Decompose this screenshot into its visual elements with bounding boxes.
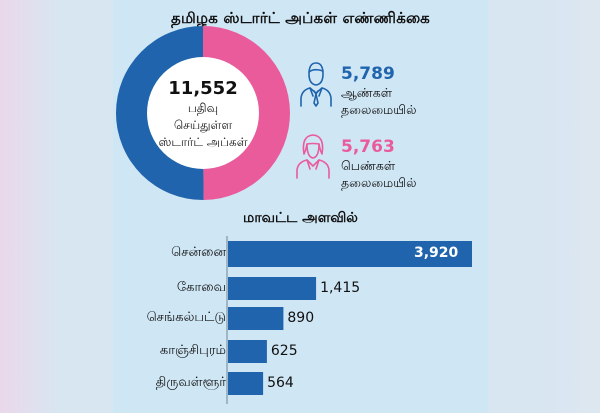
women-label-line-1: பெண்கள்	[341, 158, 396, 173]
value-label-3: 890	[287, 309, 315, 326]
value-label-1: 3,920	[414, 245, 459, 261]
men-label-line-1: ஆண்கள்	[341, 85, 392, 100]
donut-hole	[147, 57, 259, 169]
bar-2	[228, 277, 317, 300]
chart-title: தமிழக ஸ்டார்ட் அப்கள் எண்ணிக்கை	[171, 9, 430, 27]
value-label-5: 564	[267, 374, 294, 391]
category-label-4: காஞ்சிபுரம்	[159, 342, 226, 358]
total-label-line-1: பதிவு	[187, 101, 219, 115]
businessman-icon	[300, 62, 332, 107]
value-label-2: 1,415	[320, 279, 361, 296]
total-startups-value: 11,552	[168, 78, 238, 99]
women-led-value: 5,763	[341, 137, 395, 157]
category-label-3: செங்கல்பட்டு	[146, 309, 226, 325]
infographic-panel: தமிழக ஸ்டார்ட் அப்கள் எண்ணிக்கை 11,552 ப…	[113, 0, 488, 413]
district-bar-chart	[226, 236, 472, 404]
value-label-4: 625	[270, 342, 298, 359]
bar-3	[228, 307, 284, 330]
bar-5	[228, 372, 264, 395]
businesswoman-icon	[296, 134, 330, 179]
total-label-line-2: செய்துள்ள	[173, 118, 233, 132]
men-label-line-2: தலைமையில்	[341, 102, 417, 117]
bar-1	[228, 241, 472, 267]
bar-chart-title: மாவட்ட அளவில்	[243, 210, 358, 226]
women-label-line-2: தலைமையில்	[341, 175, 417, 190]
donut-chart	[115, 26, 290, 200]
category-label-1: சென்னை	[171, 245, 226, 260]
category-label-2: கோவை	[176, 279, 226, 295]
men-led-value: 5,789	[341, 64, 395, 84]
bar-4	[228, 340, 267, 363]
total-label-line-3: ஸ்டார்ட் அப்கள்	[158, 135, 248, 149]
category-label-5: திருவள்ளூர்	[155, 374, 226, 390]
